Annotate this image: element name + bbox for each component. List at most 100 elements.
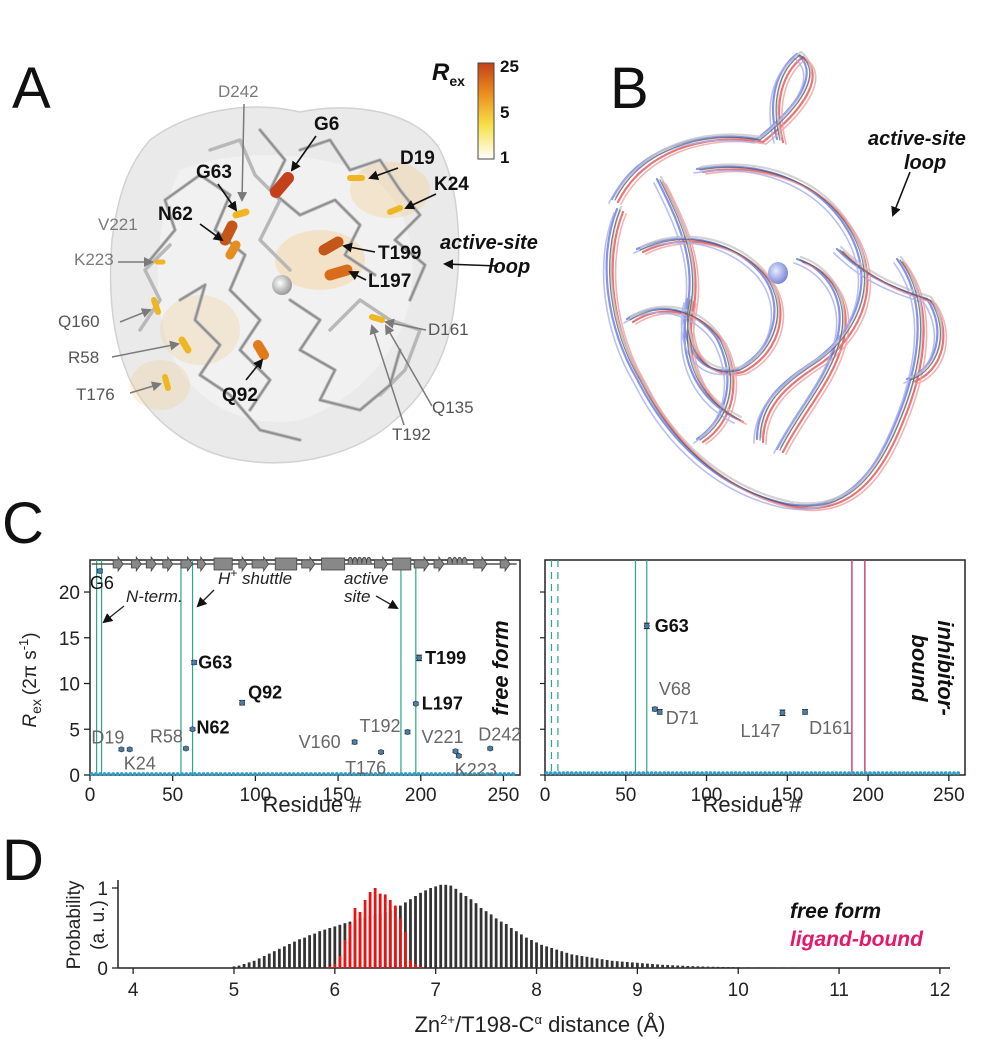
- baseline-dot: [793, 771, 797, 775]
- baseline-dot: [240, 772, 244, 776]
- label-n62: N62: [158, 204, 193, 225]
- bar-ligand-bound: [414, 964, 417, 968]
- x-tick-label: 150: [771, 785, 803, 806]
- bar-free-form: [737, 967, 740, 968]
- bar-free-form: [606, 960, 609, 968]
- panel-letter-d: D: [2, 828, 44, 893]
- baseline-dot: [591, 771, 595, 775]
- label-r58: R58: [68, 348, 99, 367]
- point-label-g63: G63: [655, 616, 689, 636]
- bar-free-form: [616, 961, 619, 968]
- x-tick-label: 0: [85, 785, 96, 806]
- label-k24: K24: [434, 174, 469, 195]
- data-point-t199: T199: [416, 648, 466, 668]
- baseline-dot: [683, 771, 687, 775]
- bar-free-form: [288, 944, 291, 968]
- baseline-dot: [944, 771, 948, 775]
- d-x-tick-label: 4: [128, 980, 139, 1001]
- baseline-dot: [633, 771, 637, 775]
- baseline-dot: [952, 771, 956, 775]
- baseline-dot: [202, 772, 206, 776]
- bar-free-form: [459, 893, 462, 968]
- bar-free-form: [233, 966, 236, 968]
- panel-a: A: [12, 56, 538, 463]
- d-x-tick-label: 5: [229, 980, 240, 1001]
- bar-free-form: [631, 962, 634, 968]
- colorbar-tick-5: 5: [500, 103, 509, 122]
- sec-structure-strand: [181, 557, 193, 571]
- chart-c-left: Rex(2π s-1) Residue # free form 0 50 100 15…: [16, 557, 521, 817]
- bar-ligand-bound: [349, 924, 352, 968]
- bar-free-form: [444, 885, 447, 968]
- baseline-dot: [734, 771, 738, 775]
- residue-g63-stick: [236, 212, 246, 215]
- baseline-dot: [860, 771, 864, 775]
- point-label-l197: L197: [422, 694, 463, 714]
- bar-free-form: [691, 966, 694, 968]
- bar-free-form: [263, 956, 266, 968]
- baseline-dot: [864, 771, 868, 775]
- point-marker: [802, 709, 807, 714]
- active-site-loop-label-b: active-site loop: [868, 128, 966, 174]
- baseline-dot: [386, 772, 390, 776]
- bar-free-form: [747, 967, 750, 968]
- baseline-dot: [210, 772, 214, 776]
- point-label-q92: Q92: [248, 683, 282, 703]
- c-left-y-axis-label: Rex(2π s-1): [16, 632, 44, 727]
- point-marker: [456, 753, 461, 758]
- baseline-dot: [772, 771, 776, 775]
- x-tick-label: 250: [933, 785, 965, 806]
- point-label-n62: N62: [197, 717, 230, 737]
- baseline-dot: [851, 771, 855, 775]
- rex-glow: [130, 360, 190, 410]
- sec-structure-strand: [113, 557, 123, 571]
- x-tick-label: 100: [691, 785, 723, 806]
- baseline-dot: [189, 772, 193, 776]
- baseline-dot: [257, 772, 261, 776]
- sec-structure-block: [322, 558, 345, 570]
- x-tick-label: 150: [322, 785, 354, 806]
- sec-structure-strand: [434, 557, 444, 571]
- baseline-dot: [625, 771, 629, 775]
- residue-q160-stick: [154, 300, 158, 312]
- baseline-dot: [442, 772, 446, 776]
- baseline-dot: [266, 772, 270, 776]
- label-q160: Q160: [58, 312, 100, 331]
- data-point-d71: D71: [657, 708, 699, 728]
- point-marker: [453, 749, 458, 754]
- baseline-dot: [637, 771, 641, 775]
- baseline-dot: [270, 772, 274, 776]
- baseline-dot: [167, 772, 171, 776]
- baseline-dot: [692, 771, 696, 775]
- data-point-t192: T192: [360, 716, 411, 736]
- bar-free-form: [681, 966, 684, 968]
- bar-free-form: [626, 962, 629, 968]
- baseline-dot: [826, 771, 830, 775]
- label-q135: Q135: [432, 398, 474, 417]
- data-point-d242: D242: [478, 724, 521, 751]
- bar-free-form: [757, 967, 760, 968]
- c-left-side-label: free form: [488, 620, 513, 715]
- baseline-dot: [650, 771, 654, 775]
- sec-structure-helix: [348, 557, 371, 564]
- d-x-tick-label: 10: [728, 980, 749, 1001]
- bar-free-form: [505, 924, 508, 968]
- baseline-dot: [197, 772, 201, 776]
- baseline-dot: [98, 772, 102, 776]
- baseline-dot: [923, 771, 927, 775]
- bar-free-form: [641, 963, 644, 968]
- baseline-dot: [219, 772, 223, 776]
- point-marker: [190, 727, 195, 732]
- baseline-dot: [767, 771, 771, 775]
- baseline-dot: [755, 771, 759, 775]
- data-point-g63: G63: [191, 652, 232, 672]
- point-marker: [652, 707, 657, 712]
- baseline-dot: [232, 772, 236, 776]
- point-marker: [378, 750, 383, 755]
- baseline-dot: [275, 772, 279, 776]
- bar-free-form: [666, 965, 669, 968]
- baseline-dot: [193, 772, 197, 776]
- bar-free-form: [268, 954, 271, 968]
- zinc-ion-ensemble: [768, 262, 788, 284]
- bar-free-form: [485, 911, 488, 968]
